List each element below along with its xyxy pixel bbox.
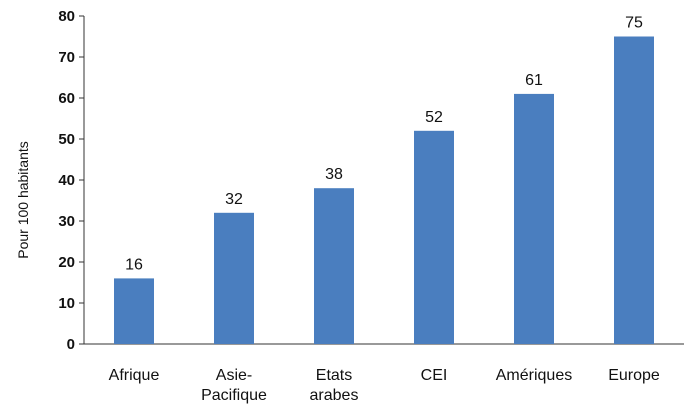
x-tick-label: Afrique xyxy=(109,367,160,384)
y-tick-label: 40 xyxy=(58,172,75,189)
bar xyxy=(114,278,154,344)
bar xyxy=(514,93,554,345)
y-tick-label: 30 xyxy=(58,213,75,230)
x-tick-label: Etats xyxy=(316,367,352,384)
x-tick-label: Pacifique xyxy=(201,387,267,404)
y-tick-label: 20 xyxy=(58,254,75,271)
y-tick-label: 80 xyxy=(58,8,75,25)
y-axis-title: Pour 100 habitants xyxy=(15,141,31,259)
bar xyxy=(614,36,654,344)
bar xyxy=(314,188,354,344)
y-axis-ticks: 0 10 20 30 40 50 60 70 80 xyxy=(58,8,84,353)
x-tick-label: CEI xyxy=(421,367,448,384)
x-tick-label: Europe xyxy=(608,367,660,384)
data-label: 32 xyxy=(225,191,243,208)
data-label: 75 xyxy=(625,15,643,32)
category-labels: Afrique Asie- Pacifique Etats arabes CEI Améri… xyxy=(109,367,660,404)
bars xyxy=(114,36,654,345)
data-label: 52 xyxy=(425,109,443,126)
y-tick-label: 10 xyxy=(58,295,75,312)
y-tick-label: 0 xyxy=(67,336,75,353)
x-tick-label: arabes xyxy=(310,387,359,404)
x-tick-label: Asie- xyxy=(216,367,252,384)
bar xyxy=(214,212,254,344)
data-label: 16 xyxy=(125,256,143,273)
data-labels: 16 32 38 52 61 75 xyxy=(125,15,643,274)
y-tick-label: 50 xyxy=(58,131,75,148)
data-label: 61 xyxy=(525,72,543,89)
x-tick-label: Amériques xyxy=(496,367,572,384)
bar xyxy=(414,130,454,344)
y-tick-label: 70 xyxy=(58,49,75,66)
data-label: 38 xyxy=(325,166,343,183)
y-tick-label: 60 xyxy=(58,90,75,107)
